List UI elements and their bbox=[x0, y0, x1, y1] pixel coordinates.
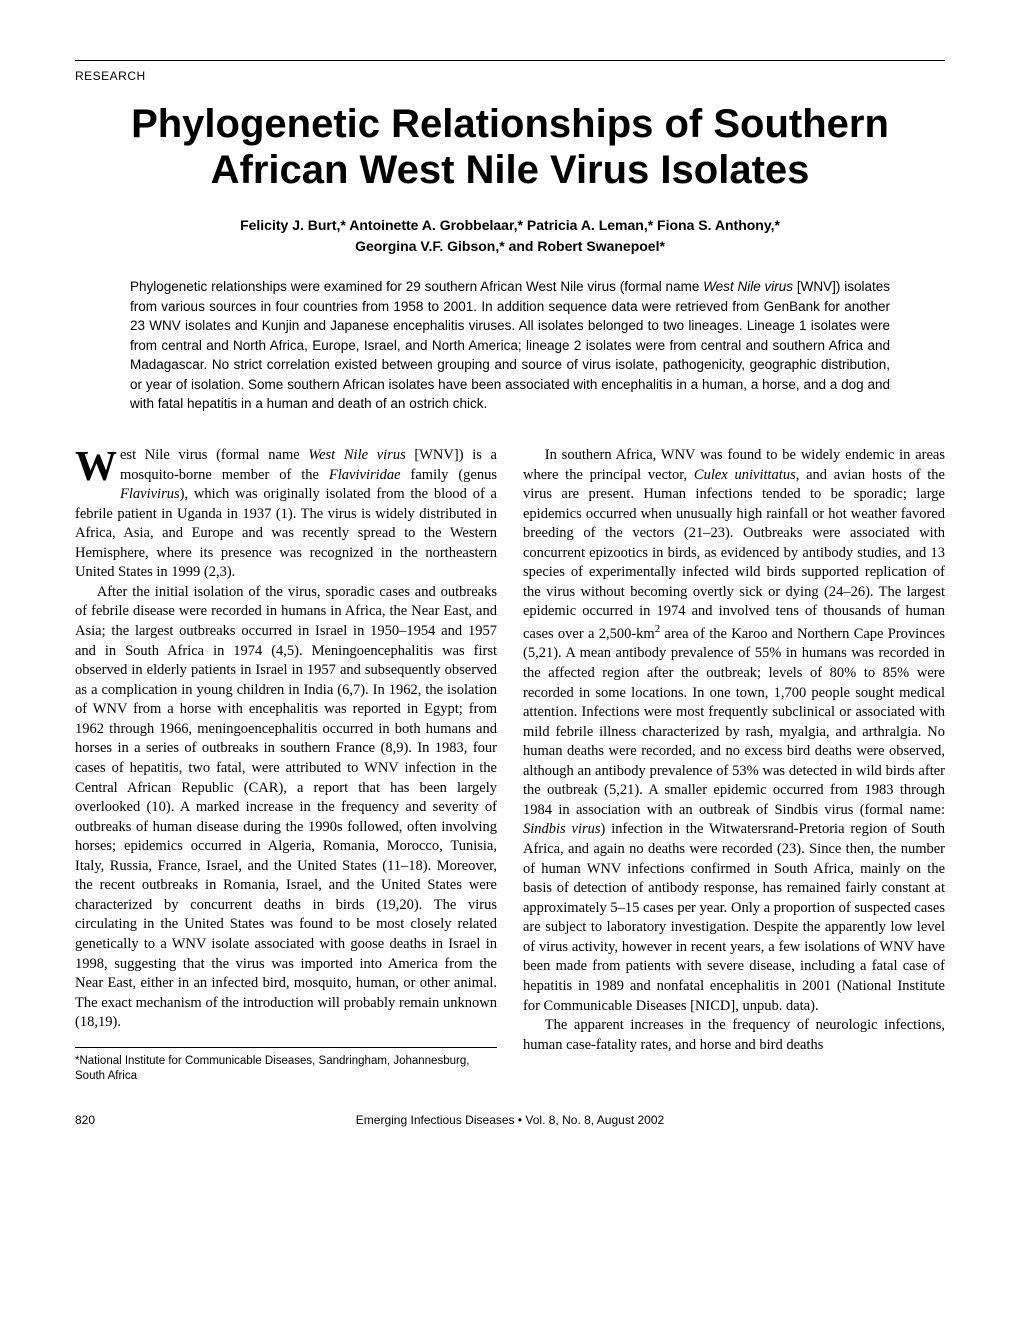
journal-info: Emerging Infectious Diseases • Vol. 8, N… bbox=[115, 1113, 905, 1127]
l1f: Flavivirus bbox=[120, 486, 180, 502]
r1c: , and avian hosts of the virus are prese… bbox=[523, 467, 945, 642]
right-p2: The apparent increases in the frequency … bbox=[523, 1016, 945, 1055]
abstract-text-a: Phylogenetic relationships were examined… bbox=[130, 279, 703, 294]
right-p1: In southern Africa, WNV was found to be … bbox=[523, 446, 945, 1016]
r1f: ) infection in the Witwatersrand-Pretori… bbox=[523, 821, 945, 1013]
l1a: est Nile virus (formal name bbox=[120, 447, 308, 463]
r1b: Culex univittatus bbox=[694, 467, 796, 483]
abstract: Phylogenetic relationships were examined… bbox=[75, 277, 945, 414]
authors: Felicity J. Burt,* Antoinette A. Grobbel… bbox=[75, 215, 945, 257]
abstract-text-c: [WNV]) isolates from various sources in … bbox=[130, 279, 890, 411]
dropcap-w: W bbox=[75, 446, 120, 486]
l1b: West Nile virus bbox=[308, 447, 405, 463]
authors-line-1: Felicity J. Burt,* Antoinette A. Grobbel… bbox=[240, 217, 780, 233]
article-title: Phylogenetic Relationships of Southern A… bbox=[75, 101, 945, 193]
footnote-rule bbox=[75, 1047, 497, 1048]
right-column: In southern Africa, WNV was found to be … bbox=[523, 446, 945, 1085]
page-number: 820 bbox=[75, 1113, 115, 1127]
authors-line-2: Georgina V.F. Gibson,* and Robert Swanep… bbox=[355, 238, 665, 254]
l1e: family (genus bbox=[401, 467, 497, 483]
affiliation-footnote: *National Institute for Communicable Dis… bbox=[75, 1054, 497, 1085]
page-footer: 820 Emerging Infectious Diseases • Vol. … bbox=[75, 1113, 945, 1127]
body-columns: West Nile virus (formal name West Nile v… bbox=[75, 446, 945, 1085]
left-p2: After the initial isolation of the virus… bbox=[75, 583, 497, 1033]
r1d: area of the Karoo and Northern Cape Prov… bbox=[523, 626, 945, 818]
l1d: Flaviviridae bbox=[329, 467, 401, 483]
left-column: West Nile virus (formal name West Nile v… bbox=[75, 446, 497, 1085]
top-rule bbox=[75, 60, 945, 61]
abstract-italic-1: West Nile virus bbox=[703, 279, 793, 294]
left-p1: West Nile virus (formal name West Nile v… bbox=[75, 446, 497, 583]
section-label: RESEARCH bbox=[75, 69, 945, 83]
r1e: Sindbis virus bbox=[523, 821, 601, 837]
